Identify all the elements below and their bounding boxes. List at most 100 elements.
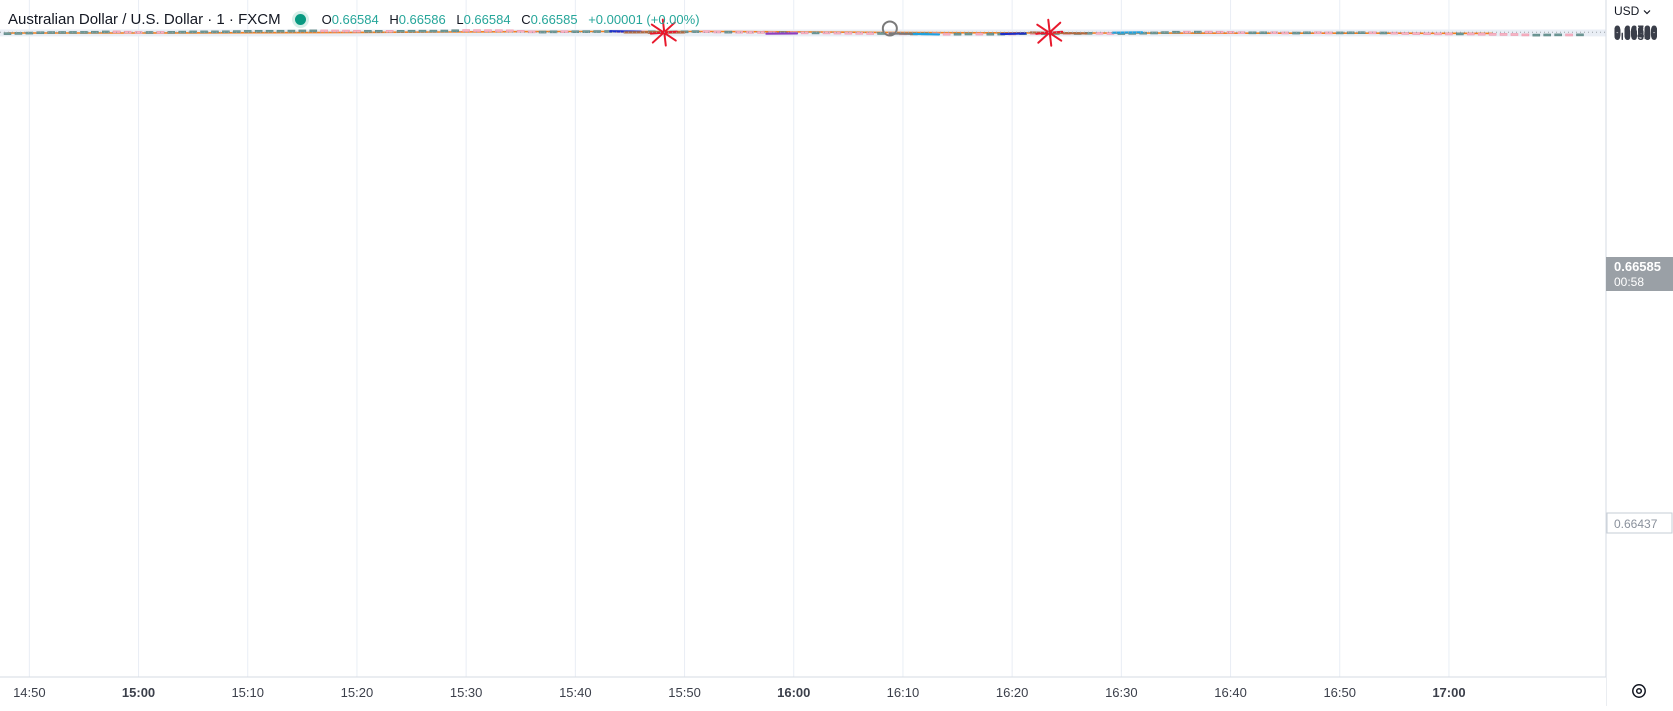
candle [1533, 34, 1540, 36]
candle [987, 33, 994, 35]
candle-body [987, 33, 994, 35]
candle [452, 30, 459, 32]
candle [1424, 33, 1431, 35]
close-label: C [521, 12, 530, 27]
candle-body [1336, 32, 1343, 34]
candle-body [1489, 33, 1496, 35]
candle [26, 32, 33, 34]
candle-body [1500, 33, 1507, 35]
price-marker-label: 0.66437 [1607, 513, 1672, 533]
symbol-title[interactable]: Australian Dollar / U.S. Dollar · 1 · FX… [8, 11, 281, 28]
y-tick-label: 0.66360 [1614, 29, 1658, 43]
candle-body [954, 33, 961, 35]
candle [812, 32, 819, 34]
candle-body [834, 32, 841, 34]
candle-body [943, 33, 950, 35]
candle [1096, 32, 1103, 34]
candle-body [310, 30, 317, 32]
candle-body [1456, 33, 1463, 35]
candle [310, 30, 317, 32]
candle-body [1533, 34, 1540, 36]
x-tick-label: 15:30 [450, 685, 483, 700]
candle [244, 30, 251, 32]
candle-body [1172, 31, 1179, 33]
x-tick-label: 16:10 [887, 685, 920, 700]
x-tick-label: 16:40 [1214, 685, 1247, 700]
market-open-dot [295, 14, 306, 25]
candle-body [408, 30, 415, 32]
candle [550, 31, 557, 33]
candle [714, 31, 721, 33]
candle [1435, 33, 1442, 35]
candle [1467, 33, 1474, 35]
candle [954, 33, 961, 35]
candle [1566, 34, 1573, 36]
candle-body [965, 33, 972, 35]
price-scale[interactable]: 0.667200.667000.666800.666600.666400.666… [1614, 23, 1658, 43]
candle [1216, 31, 1223, 33]
candle-body [692, 31, 699, 33]
change-value: +0.00001 (+0.00%) [588, 12, 699, 27]
candle [146, 31, 153, 33]
candle [1402, 32, 1409, 34]
candle-body [1424, 33, 1431, 35]
last-price-label: 0.66585 00:58 [1606, 257, 1673, 291]
candle [4, 33, 11, 35]
grid [0, 0, 1606, 677]
candle [190, 31, 197, 33]
candle [594, 31, 601, 33]
candle [1413, 33, 1420, 35]
candle [430, 30, 437, 32]
x-tick-label: 15:50 [668, 685, 701, 700]
open-label: O [322, 12, 332, 27]
candle-body [299, 30, 306, 32]
countdown-timer: 00:58 [1614, 275, 1644, 289]
price-scale-bg[interactable] [1606, 0, 1673, 706]
candle-body [812, 32, 819, 34]
candle [1544, 34, 1551, 36]
gear-icon[interactable] [1630, 682, 1648, 700]
candle [1282, 32, 1289, 34]
high-value: 0.66586 [399, 12, 446, 27]
candle [1555, 34, 1562, 36]
candle-body [714, 31, 721, 33]
candle-body [550, 31, 557, 33]
candle [1478, 33, 1485, 35]
candle [867, 32, 874, 34]
candle [408, 30, 415, 32]
candle-body [594, 31, 601, 33]
currency-dropdown[interactable]: USD [1614, 4, 1651, 18]
candle-body [1162, 32, 1169, 34]
candle [1511, 34, 1518, 36]
candle-body [364, 30, 371, 32]
candle-body [1576, 34, 1583, 36]
candle [1445, 33, 1452, 35]
x-tick-label: 17:00 [1432, 685, 1465, 700]
candle-body [80, 31, 87, 33]
candle [1238, 32, 1245, 34]
x-tick-label: 15:40 [559, 685, 592, 700]
x-tick-label: 15:20 [341, 685, 374, 700]
candle-body [1511, 34, 1518, 36]
candle-body [244, 30, 251, 32]
candle-body [15, 32, 22, 34]
candle [1576, 34, 1583, 36]
high-label: H [389, 12, 398, 27]
cross-marker-drawing[interactable] [1036, 20, 1062, 46]
candle-body [26, 32, 33, 34]
candle [1336, 32, 1343, 34]
candle-body [1435, 33, 1442, 35]
candle [976, 33, 983, 35]
candle [1162, 32, 1169, 34]
chart-legend: Australian Dollar / U.S. Dollar · 1 · FX… [8, 8, 700, 30]
candle [321, 30, 328, 32]
open-value: 0.66584 [332, 12, 379, 27]
candle-body [70, 31, 77, 33]
x-tick-label: 16:00 [777, 685, 810, 700]
trend-line-drawing[interactable] [1001, 33, 1025, 34]
candle-body [506, 30, 513, 32]
candle-body [1467, 33, 1474, 35]
candle-body [1096, 32, 1103, 34]
